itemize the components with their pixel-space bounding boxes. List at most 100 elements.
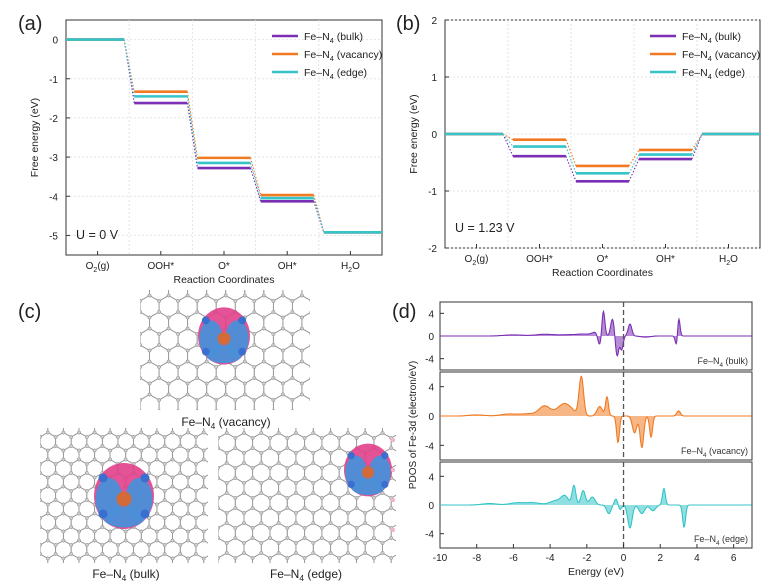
carbon-atom — [381, 421, 384, 424]
carbon-atom — [363, 511, 368, 515]
carbon-atom — [337, 556, 342, 560]
x-tick-label: OH* — [278, 261, 297, 272]
legend-label: Fe–N4​ (vacancy) — [304, 49, 382, 63]
carbon-atom — [163, 417, 166, 420]
carbon-atom — [294, 421, 297, 424]
carbon-atom — [31, 557, 34, 560]
carbon-atom — [92, 457, 97, 462]
carbon-atom — [185, 381, 190, 386]
x-tick-label: H2​O — [341, 261, 360, 274]
carbon-atom — [93, 422, 96, 425]
carbon-ring — [301, 345, 310, 367]
carbon-atom — [110, 283, 113, 286]
carbon-atom — [242, 511, 246, 515]
carbon-atom — [338, 406, 341, 409]
carbon-atom — [216, 406, 219, 409]
carbon-atom — [355, 406, 358, 409]
carbon-atom — [147, 516, 151, 520]
carbon-ring — [168, 311, 189, 335]
carbon-ring — [40, 490, 41, 501]
x-tick-label: H2​O — [719, 254, 738, 267]
carbon-atom — [85, 570, 88, 573]
carbon-atom — [290, 365, 295, 369]
carbon-atom — [337, 526, 342, 530]
carbon-ring — [206, 377, 227, 401]
carbon-atom — [201, 511, 206, 516]
carbon-atom — [233, 496, 238, 500]
carbon-atom — [210, 444, 213, 447]
fe-atom — [217, 332, 231, 346]
carbon-atom — [272, 266, 275, 269]
carbon-atom — [261, 392, 266, 397]
carbon-atom — [53, 489, 58, 493]
carbon-ring — [272, 360, 293, 385]
carbon-ring — [373, 552, 392, 563]
carbon-atom — [300, 283, 303, 286]
carbon-atom — [380, 521, 385, 525]
carbon-atom — [108, 538, 112, 543]
carbon-ring — [111, 312, 130, 334]
carbon-atom — [140, 422, 143, 425]
carbon-ring — [17, 527, 33, 545]
carbon-atom — [389, 506, 394, 510]
carbon-atom — [129, 327, 132, 330]
carbon-atom — [242, 551, 246, 555]
pdos-line — [440, 309, 752, 358]
carbon-atom — [224, 481, 229, 485]
carbon-atom — [31, 422, 34, 425]
carbon-atom — [85, 408, 88, 411]
carbon-atom — [31, 422, 34, 425]
carbon-atom — [223, 392, 228, 397]
carbon-atom — [259, 451, 264, 455]
x-axis-label: Reaction Coordinates — [552, 267, 653, 279]
carbon-ring — [140, 333, 141, 346]
n-atom — [238, 316, 247, 325]
carbon-atom — [140, 365, 142, 369]
carbon-atom — [108, 430, 112, 435]
carbon-atom — [31, 512, 34, 515]
carbon-atom — [320, 476, 324, 480]
carbon-atom — [354, 436, 359, 440]
carbon-atom — [291, 277, 294, 280]
y-axis-label: PDOS of Fe-3d (electron/eV) — [408, 361, 419, 489]
carbon-atom — [416, 571, 419, 574]
carbon-atom — [380, 431, 385, 435]
carbon-atom — [140, 398, 142, 402]
carbon-atom — [398, 491, 401, 494]
carbon-atom — [328, 461, 333, 465]
carbon-atom — [250, 526, 255, 530]
carbon-ring — [149, 377, 170, 401]
carbon-atom — [31, 458, 34, 461]
n-atom — [347, 480, 355, 488]
carbon-atom — [70, 570, 73, 573]
carbon-atom — [167, 283, 170, 286]
carbon-atom — [328, 521, 333, 525]
carbon-atom — [398, 461, 401, 464]
carbon-ring — [322, 403, 339, 423]
carbon-atom — [380, 511, 385, 515]
carbon-ring — [62, 553, 80, 563]
carbon-atom — [147, 543, 151, 547]
carbon-atom — [208, 481, 211, 484]
carbon-atom — [77, 448, 81, 453]
carbon-atom — [398, 511, 401, 514]
carbon-atom — [276, 461, 281, 465]
carbon-ring — [17, 419, 33, 437]
carbon-atom — [242, 431, 246, 435]
carbon-ring — [391, 403, 408, 423]
carbon-atom — [398, 551, 401, 554]
carbon-atom — [312, 421, 315, 424]
carbon-atom — [226, 498, 229, 501]
carbon-atom — [147, 359, 152, 364]
carbon-ring — [215, 393, 236, 410]
carbon-atom — [380, 541, 385, 545]
carbon-ring — [17, 473, 33, 491]
carbon-atom — [53, 543, 58, 547]
carbon-atom — [208, 481, 211, 484]
carbon-ring — [149, 344, 170, 368]
x-tick-label: OH* — [656, 254, 675, 265]
carbon-atom — [31, 530, 34, 533]
carbon-atom — [372, 416, 375, 419]
carbon-atom — [424, 496, 427, 499]
